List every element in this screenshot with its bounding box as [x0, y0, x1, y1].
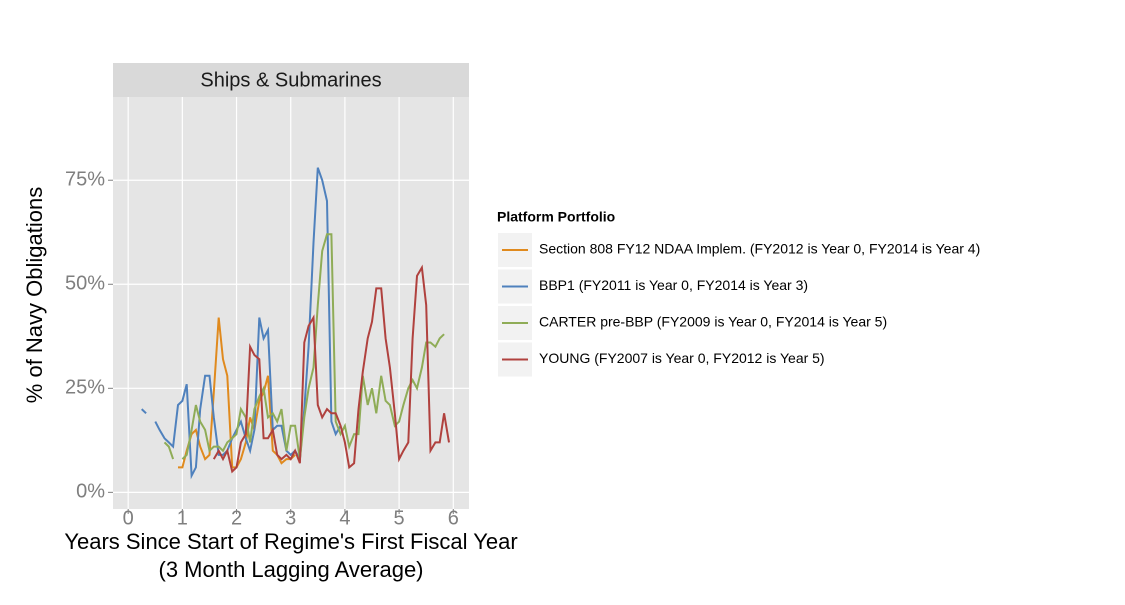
y-axis-label: % of Navy Obligations	[22, 187, 47, 403]
y-tick-label: 50%	[65, 273, 105, 295]
legend-label: BBP1 (FY2011 is Year 0, FY2014 is Year 3…	[539, 277, 808, 293]
x-tick-label: 4	[339, 507, 350, 529]
x-tick-label: 0	[123, 507, 134, 529]
x-tick-label: 5	[394, 507, 405, 529]
facet-title: Ships & Submarines	[200, 69, 381, 91]
y-tick-label: 0%	[76, 481, 105, 503]
series-line	[212, 264, 450, 474]
x-tick-label: 3	[285, 507, 296, 529]
series-line	[163, 233, 445, 460]
facet-strip	[113, 63, 469, 97]
y-tick-label: 25%	[65, 377, 105, 399]
x-axis-sublabel: (3 Month Lagging Average)	[159, 557, 424, 582]
legend-title: Platform Portfolio	[497, 209, 615, 225]
x-tick-label: 2	[231, 507, 242, 529]
x-tick-label: 6	[448, 507, 459, 529]
x-axis-label: Years Since Start of Regime's First Fisc…	[64, 529, 517, 554]
x-tick-label: 1	[177, 507, 188, 529]
legend-label: YOUNG (FY2007 is Year 0, FY2012 is Year …	[539, 350, 825, 366]
legend-label: CARTER pre-BBP (FY2009 is Year 0, FY2014…	[539, 314, 887, 330]
legend-label: Section 808 FY12 NDAA Implem. (FY2012 is…	[539, 241, 980, 257]
series-line	[141, 167, 342, 480]
y-tick-label: 75%	[65, 169, 105, 191]
